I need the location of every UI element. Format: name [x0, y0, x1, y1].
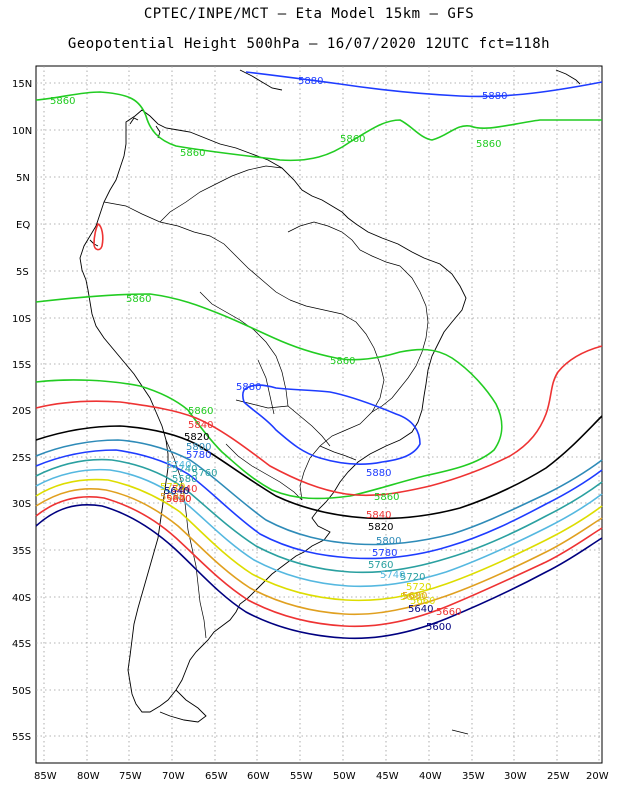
label-5580-stack: 5580: [172, 474, 197, 485]
contour-5640: [35, 504, 603, 640]
lon-label: 70W: [162, 771, 185, 782]
coastline: [79, 69, 581, 735]
lon-label: 20W: [586, 771, 609, 782]
lat-label: 10S: [12, 314, 31, 325]
contour-5880: [245, 71, 603, 98]
label-5860-b: 5860: [180, 148, 205, 159]
label-5740-b: 5740: [166, 460, 191, 471]
label-5880-a: 5880: [298, 76, 323, 87]
label-5740-a: 5740: [380, 570, 405, 581]
label-5660-a: 5660: [436, 607, 461, 618]
label-5840-c: 5840: [172, 484, 197, 495]
label-5860-d: 5860: [476, 139, 501, 150]
lon-label: 35W: [462, 771, 485, 782]
lat-label: 5S: [16, 267, 29, 278]
lon-label: 55W: [290, 771, 313, 782]
lat-label: 50S: [12, 686, 31, 697]
label-5880-b: 5880: [482, 91, 507, 102]
lat-label: 20S: [12, 406, 31, 417]
lon-label: 45W: [376, 771, 399, 782]
label-5640-a: 5640: [408, 604, 433, 615]
label-5800-a: 5800: [186, 442, 211, 453]
contour-5760: [35, 458, 603, 574]
label-5660-y: 5660: [410, 596, 435, 607]
contour-5720: [35, 478, 603, 602]
lat-label: 25S: [12, 453, 31, 464]
lat-label: 10N: [12, 126, 32, 137]
contour-5860-north: [35, 91, 602, 162]
contour-5860-south: [35, 293, 503, 500]
label-5860-g: 5860: [188, 406, 213, 417]
lat-label: 45S: [12, 639, 31, 650]
label-5780-b: 5780: [372, 548, 397, 559]
label-5720-b: 5720: [160, 482, 185, 493]
label-5800-b: 5800: [376, 536, 401, 547]
label-5840-a: 5840: [188, 420, 213, 431]
contour-5680: [35, 487, 603, 616]
lat-label: 15N: [12, 79, 32, 90]
lat-label: 5N: [16, 173, 30, 184]
lon-label: 65W: [205, 771, 228, 782]
lon-label: 85W: [34, 771, 57, 782]
lon-label: 50W: [333, 771, 356, 782]
label-5880-c: 5880: [236, 382, 261, 393]
contour-lines: [35, 71, 603, 640]
label-5760-b: 5760: [368, 560, 393, 571]
label-5860-c: 5860: [340, 134, 365, 145]
lon-label: 60W: [247, 771, 270, 782]
label-5740-stack: 5740: [172, 464, 197, 475]
contour-5880-closed: [242, 384, 421, 465]
label-5840-b: 5840: [366, 510, 391, 521]
contour-5780: [35, 449, 603, 560]
label-5780-a: 5780: [186, 450, 211, 461]
label-5640-b: 5640: [164, 486, 189, 497]
graticule: [36, 66, 602, 763]
contour-labels: 5880 5880 5880 5880 5860 5860 5860 5860 …: [50, 76, 507, 633]
map-title-line-2: Geopotential Height 500hPa – 16/07/2020 …: [67, 36, 551, 52]
contour-5820: [35, 415, 603, 520]
label-5880-d: 5880: [366, 468, 391, 479]
longitude-labels: 85W 80W 75W 70W 65W 60W 55W 50W 45W 40W …: [34, 771, 609, 782]
lon-label: 40W: [419, 771, 442, 782]
label-5820-a: 5820: [184, 432, 209, 443]
map-title-line-1: CPTEC/INPE/MCT – Eta Model 15km – GFS: [143, 6, 475, 22]
label-5680-b: 5680: [160, 492, 185, 503]
label-5720-a: 5720: [406, 582, 431, 593]
lat-label: 55S: [12, 732, 31, 743]
label-5680-a: 5680: [402, 591, 427, 602]
lat-label: 35S: [12, 546, 31, 557]
map-frame: [35, 65, 603, 764]
lon-label: 75W: [119, 771, 142, 782]
label-5860-h: 5860: [374, 492, 399, 503]
label-5620-a: 5620: [166, 494, 191, 505]
label-5860-e: 5860: [126, 294, 151, 305]
label-5860-f: 5860: [330, 356, 355, 367]
label-5760-a: 5760: [192, 468, 217, 479]
contour-5840: [35, 345, 603, 497]
latitude-labels: 15N 10N 5N EQ 5S 10S 15S 20S 25S 30S 35S…: [12, 79, 32, 743]
contour-5800: [35, 439, 603, 546]
label-5600-a: 5600: [426, 622, 451, 633]
contour-5740: [35, 468, 603, 588]
lat-label: 15S: [12, 360, 31, 371]
contour-5660: [35, 496, 603, 628]
label-5820-b: 5820: [368, 522, 393, 533]
label-5720-stack: 5720: [400, 572, 425, 583]
label-5680-y: 5680: [400, 592, 425, 603]
lon-label: 80W: [77, 771, 100, 782]
contour-5860-west: [35, 379, 189, 411]
label-5840-d: 5840: [166, 494, 191, 505]
lat-label: 30S: [12, 499, 31, 510]
contour-5840-eq: [93, 222, 104, 251]
lat-label: 40S: [12, 593, 31, 604]
lon-label: 30W: [504, 771, 527, 782]
lat-label: EQ: [16, 220, 30, 231]
lon-label: 25W: [547, 771, 570, 782]
label-5860-a: 5860: [50, 96, 75, 107]
country-borders: [103, 165, 429, 639]
